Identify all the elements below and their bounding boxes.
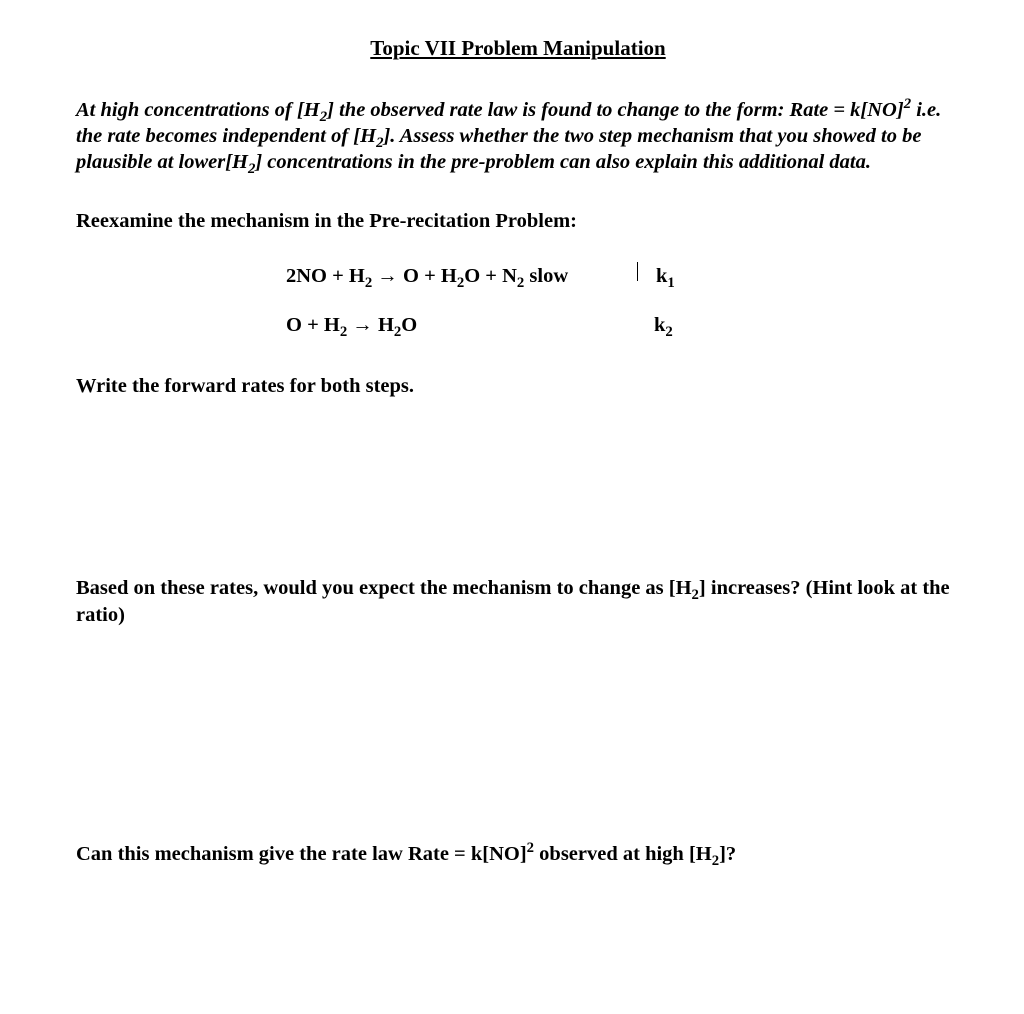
equation-2-reaction: O + H2 → H2O — [286, 314, 636, 337]
reexamine-heading: Reexamine the mechanism in the Pre-recit… — [76, 210, 960, 233]
equation-1-reaction: 2NO + H2 → O + H2O + N2 slow — [286, 265, 636, 288]
equation-2-rate-constant: k2 — [654, 314, 673, 337]
answer-space-1 — [76, 399, 960, 575]
answer-space-2 — [76, 629, 960, 841]
equations-block: 2NO + H2 → O + H2O + N2 slow k1 O + H2 →… — [286, 263, 960, 337]
instruction-rate-law: Can this mechanism give the rate law Rat… — [76, 841, 960, 868]
equation-row-2: O + H2 → H2O k2 — [286, 314, 960, 337]
equation-1-rate-constant: k1 — [656, 265, 675, 288]
intro-paragraph: At high concentrations of [H2] the obser… — [76, 97, 960, 176]
instruction-ratio: Based on these rates, would you expect t… — [76, 575, 960, 628]
page-title: Topic VII Problem Manipulation — [76, 36, 960, 61]
equation-row-1: 2NO + H2 → O + H2O + N2 slow k1 — [286, 263, 960, 288]
text-cursor — [637, 262, 638, 281]
instruction-write-rates: Write the forward rates for both steps. — [76, 373, 960, 400]
